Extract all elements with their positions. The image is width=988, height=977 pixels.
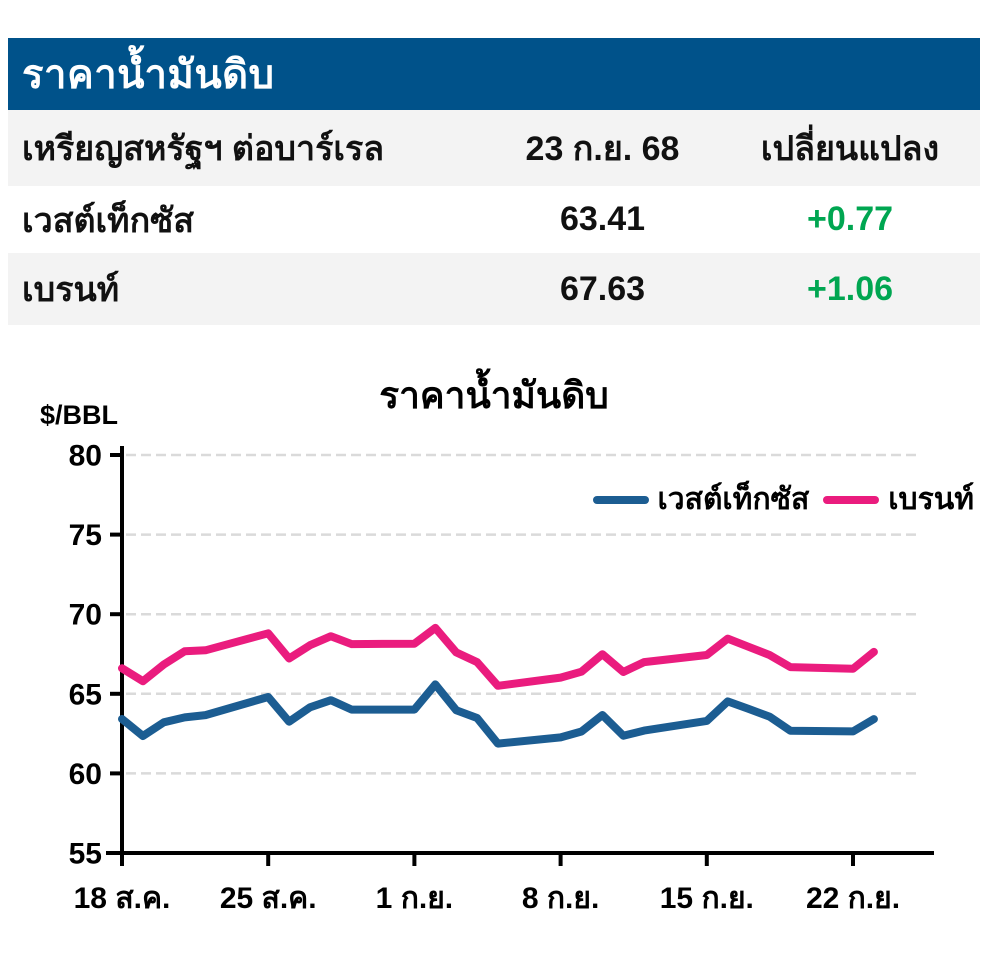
brent-price: 67.63 xyxy=(559,269,646,308)
legend-item-wti: เวสต์เท็กซัส xyxy=(592,476,810,523)
table-title: ราคาน้ำมันดิบ xyxy=(22,53,275,97)
y-axis-unit-label: $/BBL xyxy=(40,400,119,430)
wti-name: เวสต์เท็กซัส xyxy=(22,201,194,240)
y-tick-label: 75 xyxy=(69,519,102,552)
wti-change: +0.77 xyxy=(806,200,894,238)
header-change-label: เปลี่ยนแปลง xyxy=(760,130,940,168)
wti-line xyxy=(118,680,878,748)
chart-title: ราคาน้ำมันดิบ xyxy=(379,375,609,416)
x-tick-label: 8 ก.ย. xyxy=(522,882,599,915)
y-tick-label: 60 xyxy=(69,758,102,791)
legend-label-brent: เบรนท์ xyxy=(888,483,974,516)
price-table: ราคาน้ำมันดิบ เหรียญสหรัฐฯ ต่อบาร์เรล 23… xyxy=(8,38,980,325)
brent-line-swatch xyxy=(823,495,880,504)
x-tick-label: 15 ก.ย. xyxy=(660,882,754,915)
y-tick-label: 55 xyxy=(69,838,102,871)
header-unit-label: เหรียญสหรัฐฯ ต่อบาร์เรล xyxy=(22,130,385,168)
y-tick-label: 65 xyxy=(69,678,102,711)
table-row-wti: เวสต์เท็กซัส 63.41 +0.77 xyxy=(8,186,980,253)
chart-legend: เวสต์เท็กซัส เบรนท์ xyxy=(592,476,974,523)
y-tick-label: 70 xyxy=(69,599,102,632)
table-title-bar: ราคาน้ำมันดิบ xyxy=(8,38,980,110)
brent-line xyxy=(118,623,878,690)
price-chart-svg: 55 60 65 70 75 80 18 ส.ค. 25 ส.ค. 1 ก.ย. 8 ก.ย. 15… xyxy=(69,440,934,915)
legend-item-brent: เบรนท์ xyxy=(823,476,974,523)
header-date: 23 ก.ย. 68 xyxy=(525,130,680,168)
x-tick-label: 22 ก.ย. xyxy=(806,882,900,915)
x-tick-label: 1 ก.ย. xyxy=(376,882,453,915)
table-header-row: เหรียญสหรัฐฯ ต่อบาร์เรล 23 ก.ย. 68 เปลี่… xyxy=(8,110,980,186)
wti-line-swatch xyxy=(592,495,649,504)
y-tick-label: 80 xyxy=(69,440,102,473)
brent-change: +1.06 xyxy=(806,269,894,308)
legend-label-wti: เวสต์เท็กซัส xyxy=(657,483,810,516)
brent-name: เบรนท์ xyxy=(22,271,120,309)
table-row-brent: เบรนท์ 67.63 +1.06 xyxy=(8,253,980,325)
x-tick-label: 25 ส.ค. xyxy=(220,882,317,915)
price-chart-section: 55 60 65 70 75 80 18 ส.ค. 25 ส.ค. 1 ก.ย. 8 ก.ย. 15… xyxy=(0,340,988,977)
wti-price: 63.41 xyxy=(559,200,646,238)
x-tick-label: 18 ส.ค. xyxy=(74,882,171,915)
